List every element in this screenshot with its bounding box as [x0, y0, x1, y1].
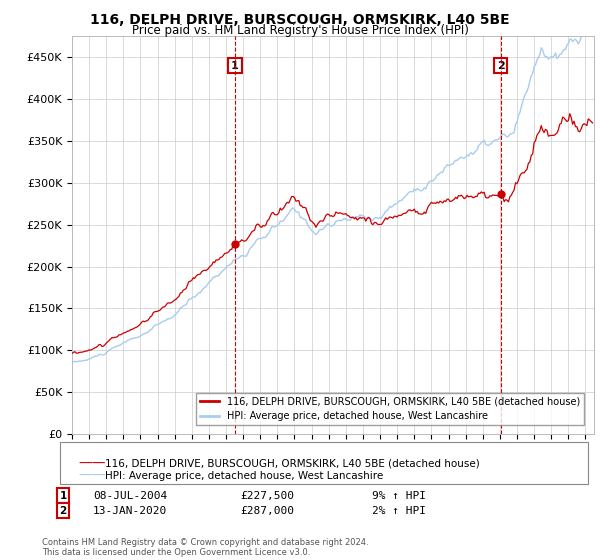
Text: 2: 2 — [497, 60, 505, 71]
Legend: 116, DELPH DRIVE, BURSCOUGH, ORMSKIRK, L40 5BE (detached house), HPI: Average pr: 116, DELPH DRIVE, BURSCOUGH, ORMSKIRK, L… — [196, 393, 584, 425]
Text: 08-JUL-2004: 08-JUL-2004 — [93, 491, 167, 501]
Text: 1: 1 — [231, 60, 239, 71]
Text: Price paid vs. HM Land Registry's House Price Index (HPI): Price paid vs. HM Land Registry's House … — [131, 24, 469, 37]
Text: £287,000: £287,000 — [240, 506, 294, 516]
Text: 2% ↑ HPI: 2% ↑ HPI — [372, 506, 426, 516]
Text: HPI: Average price, detached house, West Lancashire: HPI: Average price, detached house, West… — [105, 471, 383, 481]
Text: 13-JAN-2020: 13-JAN-2020 — [93, 506, 167, 516]
Text: £227,500: £227,500 — [240, 491, 294, 501]
Text: 116, DELPH DRIVE, BURSCOUGH, ORMSKIRK, L40 5BE: 116, DELPH DRIVE, BURSCOUGH, ORMSKIRK, L… — [90, 13, 510, 27]
Text: 116, DELPH DRIVE, BURSCOUGH, ORMSKIRK, L40 5BE (detached house): 116, DELPH DRIVE, BURSCOUGH, ORMSKIRK, L… — [105, 459, 480, 469]
Text: 2: 2 — [59, 506, 67, 516]
Text: ——: —— — [78, 469, 106, 483]
Text: 9% ↑ HPI: 9% ↑ HPI — [372, 491, 426, 501]
Text: 1: 1 — [59, 491, 67, 501]
Text: ——: —— — [78, 457, 106, 470]
Text: Contains HM Land Registry data © Crown copyright and database right 2024.
This d: Contains HM Land Registry data © Crown c… — [42, 538, 368, 557]
